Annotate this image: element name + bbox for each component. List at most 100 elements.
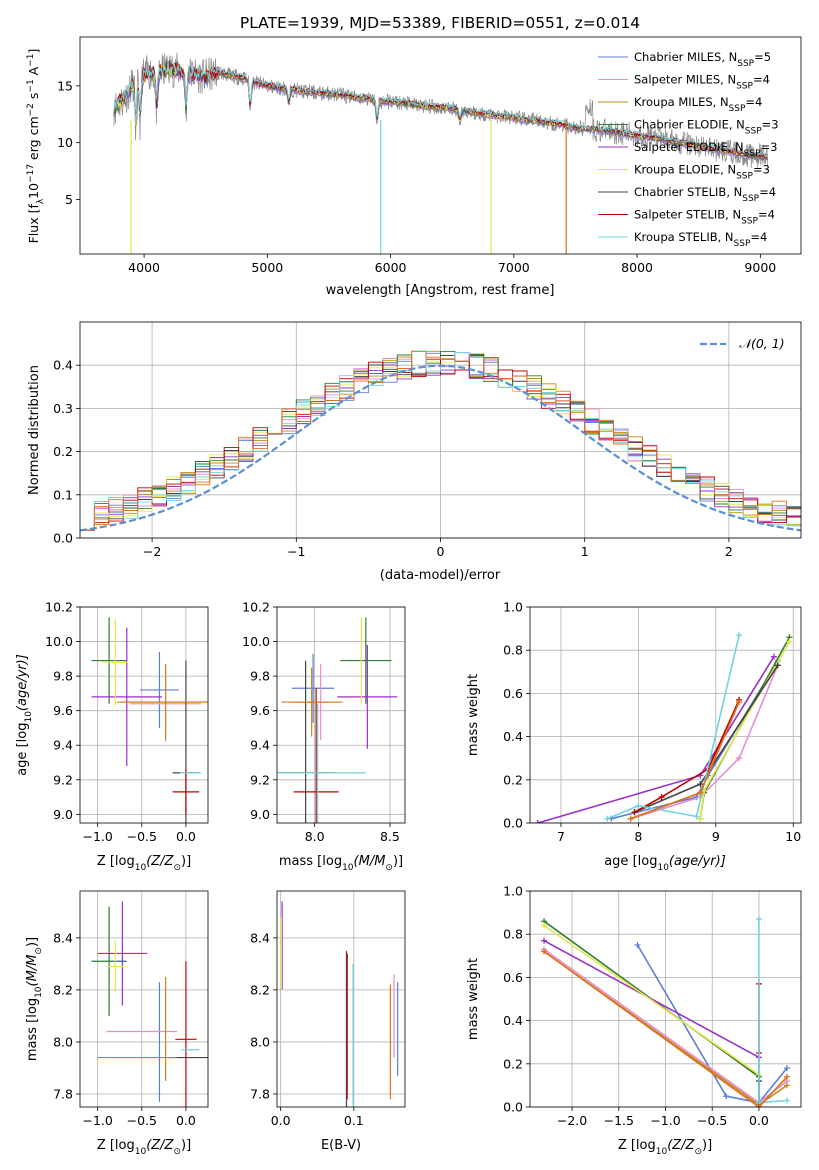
- legend-label: Salpeter STELIB, NSSP=4: [634, 208, 775, 227]
- legend-label: Kroupa STELIB, NSSP=4: [634, 230, 767, 249]
- mass-weight-marker: [627, 815, 634, 822]
- normal-curve: [80, 364, 801, 532]
- axes-frame: [79, 606, 209, 824]
- y-tick-label: 9.8: [53, 669, 73, 684]
- x-tick-label: −2: [143, 544, 161, 559]
- y-tick-label: 9.4: [250, 738, 270, 753]
- y-tick-label: 8.2: [250, 982, 270, 997]
- y-tick-label: 9.0: [250, 807, 270, 822]
- x-axis-label: Z [log10(Z/Z⊙)]: [97, 1138, 191, 1157]
- mass-weight-marker: [786, 638, 793, 645]
- chart-title: PLATE=1939, MJD=53389, FIBERID=0551, z=0…: [240, 14, 640, 32]
- x-tick-label: 8.5: [380, 829, 400, 844]
- x-tick-label: −1.0: [82, 1113, 112, 1128]
- y-tick-label: 0.1: [53, 487, 73, 502]
- y-tick-label: 9.4: [53, 738, 73, 753]
- y-axis-label: mass weight: [466, 958, 481, 1040]
- x-tick-label: −0.5: [127, 829, 157, 844]
- axes-frame: [529, 606, 802, 824]
- x-tick-label: 9000: [744, 260, 776, 275]
- y-tick-label: 9.8: [250, 669, 270, 684]
- axes-2: −2 −1 0 1 2 0.0 0.1 0.2 0.3 0.4: [53, 321, 802, 559]
- x-axis-label: mass [log10(M/M⊙)]: [279, 854, 403, 873]
- y-tick-label: 0.0: [503, 1100, 523, 1115]
- x-tick-label: 4000: [128, 260, 160, 275]
- axes-7: 0.0 0.1 7.8 8.0 8.2 8.4: [250, 890, 406, 1128]
- x-axis-label: wavelength [Angstrom, rest frame]: [326, 283, 555, 298]
- model-spectrum-line: [113, 61, 768, 159]
- plot-area: [280, 901, 399, 1107]
- mass-weight-marker: [755, 1104, 762, 1107]
- axes-5: 7 8 9 10 0.0 0.2 0.4 0.6 0.8 1.0: [503, 600, 802, 844]
- x-axis-label: E(B-V): [321, 1138, 361, 1153]
- mass-weight-marker: [541, 922, 548, 929]
- x-tick-label: 0.1: [344, 1113, 364, 1128]
- y-tick-label: 8.4: [53, 930, 73, 945]
- mass-weight-marker: [770, 653, 777, 660]
- x-tick-label: 6000: [375, 260, 407, 275]
- mass-weight-line: [607, 634, 740, 820]
- mass-weight-marker: [631, 809, 638, 816]
- y-tick-label: 0.4: [53, 358, 73, 373]
- plot-area: [91, 901, 208, 1107]
- legend-label: Kroupa MILES, NSSP=4: [634, 95, 762, 114]
- y-tick-label: 0.0: [503, 816, 523, 831]
- x-tick-label: −1: [287, 544, 305, 559]
- axes-frame: [79, 890, 209, 1108]
- mass-weight-line: [758, 919, 788, 1104]
- mass-weight-marker: [783, 1065, 790, 1072]
- legend: Chabrier MILES, NSSP=5 Salpeter MILES, NS…: [598, 50, 779, 249]
- y-tick-label: 9.2: [250, 772, 270, 787]
- x-axis-label: Z [log10(Z/Z⊙)]: [97, 854, 191, 873]
- y-tick-label: 0.6: [503, 970, 523, 985]
- mass-weight-marker: [697, 789, 704, 796]
- mass-weight-marker: [783, 1082, 790, 1089]
- mass-weight-marker: [736, 755, 743, 762]
- y-tick-label: 8.0: [53, 1034, 73, 1049]
- mass-weight-marker: [755, 916, 762, 923]
- y-tick-label: 0.3: [53, 401, 73, 416]
- x-tick-label: 0: [437, 544, 445, 559]
- y-tick-label: 0.0: [53, 531, 73, 546]
- x-tick-label: 8000: [621, 260, 653, 275]
- y-tick-label: 0.8: [503, 927, 523, 942]
- mass-weight-marker: [736, 632, 743, 639]
- residual-histogram: [80, 350, 801, 531]
- axes-6: −1.0 −0.5 0.0 7.8 8.0 8.2 8.4: [53, 890, 209, 1128]
- mass-weight-marker: [774, 662, 781, 669]
- y-tick-label: 7.8: [250, 1086, 270, 1101]
- residual-histogram: [80, 350, 801, 531]
- y-tick-label: 0.8: [503, 643, 523, 658]
- x-tick-label: 0.0: [176, 1113, 196, 1128]
- mass-weight-line: [543, 950, 788, 1107]
- plot-area: [534, 632, 793, 823]
- x-tick-label: 7: [557, 829, 565, 844]
- mass-weight-marker: [635, 802, 642, 809]
- axes-4: 8.0 8.5 9.0 9.2 9.4 9.6 9.8 10.0 10.2: [242, 600, 406, 844]
- y-tick-label: 15: [57, 78, 73, 93]
- y-tick-label: 9.6: [53, 703, 73, 718]
- y-tick-label: 0.2: [503, 1056, 523, 1071]
- x-tick-label: 0.0: [176, 829, 196, 844]
- legend-label: Chabrier STELIB, NSSP=4: [634, 185, 776, 204]
- legend-label: Salpeter ELODIE, NSSP=3: [634, 140, 777, 159]
- x-tick-label: −0.5: [127, 1113, 157, 1128]
- mass-weight-line: [630, 664, 779, 820]
- y-tick-label: 1.0: [503, 600, 523, 615]
- y-axis-label: Flux [fλ10−17 erg cm−2 s−1 A−1]: [26, 49, 46, 244]
- mass-weight-marker: [783, 1097, 790, 1104]
- mass-weight-marker: [541, 937, 548, 944]
- y-tick-label: 8.2: [53, 982, 73, 997]
- y-tick-label: 10.0: [242, 634, 270, 649]
- plot-area: [91, 617, 208, 823]
- y-tick-label: 10.2: [45, 600, 73, 615]
- legend-label: Salpeter MILES, NSSP=4: [634, 73, 770, 92]
- x-tick-label: 1: [581, 544, 589, 559]
- x-tick-label: 8: [634, 829, 642, 844]
- mass-weight-line: [543, 924, 760, 1076]
- x-tick-label: 2: [725, 544, 733, 559]
- axes-frame: [79, 321, 802, 539]
- y-axis-label: age [log10(age/yr)]: [15, 654, 34, 776]
- x-tick-label: 8.0: [305, 829, 325, 844]
- mass-weight-marker: [534, 820, 541, 823]
